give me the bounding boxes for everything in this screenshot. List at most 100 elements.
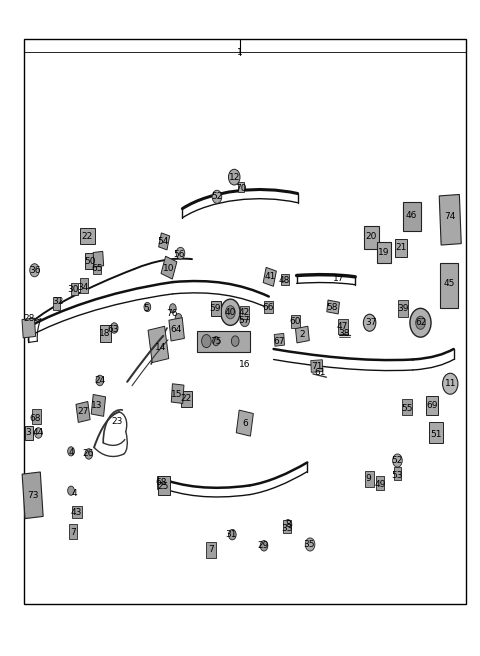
- Bar: [426, 396, 438, 415]
- Bar: [311, 359, 323, 373]
- Text: 52: 52: [211, 192, 223, 201]
- Circle shape: [260, 541, 268, 551]
- Text: 20: 20: [365, 232, 376, 241]
- Bar: [72, 506, 82, 518]
- Circle shape: [68, 447, 74, 456]
- Text: 27: 27: [77, 407, 88, 417]
- Text: 68: 68: [156, 478, 167, 487]
- Text: 60: 60: [289, 317, 300, 326]
- Bar: [327, 300, 339, 314]
- Text: 45: 45: [443, 279, 455, 288]
- Text: 31: 31: [226, 530, 237, 539]
- Bar: [440, 263, 458, 308]
- Text: 18: 18: [99, 329, 110, 338]
- Text: 71: 71: [311, 361, 323, 371]
- Text: 52: 52: [392, 456, 403, 465]
- Text: 61: 61: [314, 368, 325, 377]
- Text: 14: 14: [155, 343, 167, 352]
- Text: 50: 50: [84, 256, 96, 266]
- Text: 43: 43: [70, 508, 82, 518]
- Text: 67: 67: [274, 337, 285, 346]
- Text: 59: 59: [209, 304, 221, 313]
- Text: 1: 1: [237, 48, 243, 57]
- Text: 23: 23: [111, 417, 122, 426]
- Circle shape: [231, 336, 239, 346]
- Bar: [403, 201, 421, 231]
- Circle shape: [202, 335, 211, 348]
- Text: 51: 51: [430, 430, 442, 439]
- Bar: [296, 326, 309, 343]
- Text: 17: 17: [333, 274, 345, 283]
- Bar: [263, 268, 276, 286]
- Bar: [283, 520, 291, 533]
- Circle shape: [228, 529, 236, 540]
- Text: 56: 56: [174, 250, 185, 259]
- Text: 47: 47: [336, 322, 348, 331]
- Text: 39: 39: [397, 304, 409, 313]
- Text: 74: 74: [444, 212, 456, 221]
- Bar: [206, 542, 216, 558]
- Text: 4: 4: [72, 489, 77, 498]
- Bar: [91, 394, 106, 417]
- Text: 22: 22: [180, 394, 192, 403]
- Circle shape: [30, 264, 39, 277]
- Circle shape: [169, 304, 176, 313]
- Text: 62: 62: [416, 318, 427, 327]
- Text: 75: 75: [210, 337, 222, 346]
- Circle shape: [363, 314, 376, 331]
- Bar: [93, 251, 104, 267]
- Text: 38: 38: [338, 329, 349, 338]
- Bar: [236, 410, 253, 436]
- Circle shape: [110, 323, 118, 333]
- Text: 9: 9: [366, 474, 372, 483]
- Text: 4: 4: [68, 448, 74, 457]
- Bar: [69, 524, 77, 539]
- Bar: [394, 467, 401, 480]
- Text: 12: 12: [228, 173, 240, 182]
- Bar: [76, 401, 90, 422]
- Bar: [93, 262, 101, 274]
- Text: 3: 3: [25, 428, 31, 438]
- Bar: [71, 283, 78, 295]
- Bar: [148, 326, 169, 363]
- Bar: [398, 300, 408, 317]
- Circle shape: [228, 169, 240, 185]
- Bar: [22, 318, 36, 338]
- Bar: [238, 182, 244, 192]
- Bar: [169, 318, 184, 341]
- Text: 29: 29: [257, 541, 269, 550]
- Circle shape: [68, 486, 74, 495]
- Text: 44: 44: [33, 428, 44, 438]
- Bar: [376, 476, 384, 490]
- Text: 53: 53: [392, 471, 403, 480]
- Circle shape: [85, 449, 93, 459]
- Text: 13: 13: [91, 401, 103, 410]
- Bar: [80, 278, 88, 293]
- Bar: [100, 325, 111, 342]
- Text: 41: 41: [264, 272, 276, 281]
- Text: 28: 28: [23, 314, 35, 323]
- Circle shape: [416, 316, 425, 329]
- Bar: [158, 233, 170, 250]
- Text: 8: 8: [285, 520, 291, 529]
- Text: 21: 21: [395, 243, 407, 253]
- Circle shape: [221, 299, 240, 325]
- Text: 69: 69: [426, 401, 438, 410]
- Text: 46: 46: [405, 211, 417, 220]
- Text: 48: 48: [278, 276, 290, 285]
- Text: 73: 73: [27, 491, 38, 500]
- Bar: [274, 333, 285, 346]
- Text: 55: 55: [401, 403, 413, 413]
- Text: 70: 70: [235, 184, 247, 194]
- Text: 19: 19: [378, 248, 390, 257]
- Bar: [80, 228, 95, 244]
- Bar: [281, 274, 289, 285]
- Circle shape: [144, 302, 151, 312]
- Text: 5: 5: [144, 304, 149, 313]
- Text: 57: 57: [238, 316, 250, 325]
- Text: 6: 6: [242, 419, 248, 428]
- Bar: [338, 319, 348, 334]
- Bar: [395, 239, 407, 257]
- Bar: [365, 471, 374, 487]
- Bar: [377, 242, 391, 263]
